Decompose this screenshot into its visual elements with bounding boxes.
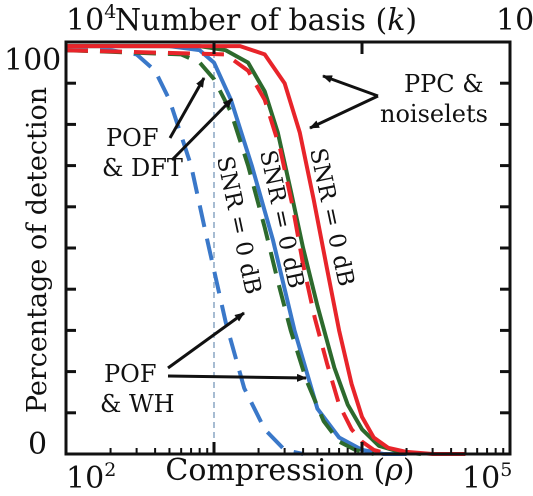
ppc-noiselets-arrow [309, 94, 379, 130]
ppc-noiselets-label: noiselets [380, 100, 488, 128]
pof-wh-label: POF [104, 360, 156, 388]
pof-dft-label: & DFT [102, 154, 183, 182]
y-tick-label: 100 [4, 43, 61, 78]
pof-wh-arrow [167, 311, 245, 370]
pof-dft-label: POF [106, 124, 158, 152]
series-line-2 [66, 44, 422, 456]
tick-layer [66, 42, 510, 454]
series-line-4 [66, 44, 466, 456]
y-axis-label: Percentage of detection [22, 87, 53, 413]
ppc-noiselets-label: PPC & [404, 70, 484, 98]
pof-wh-label: & WH [100, 390, 175, 418]
x-tick-label: 105 [462, 459, 512, 496]
series-layer [65, 44, 466, 456]
top-tick-label: 104 [66, 1, 116, 38]
top-axis-label: Number of basis (k) [115, 3, 417, 38]
series-line-3 [65, 48, 375, 456]
series-line-1 [66, 48, 304, 456]
pof-dft-arrow [170, 97, 234, 162]
x-tick-label: 102 [66, 459, 116, 496]
pof-wh-arrow [167, 373, 307, 382]
ppc-noiselets-arrow [322, 74, 379, 98]
pof-dft-arrow [168, 77, 206, 139]
snr-label-blue: SNR = 0 dB [211, 154, 266, 297]
top-tick-label: 10 [496, 3, 533, 38]
snr-label-red: SNR = 0 dB [304, 146, 359, 289]
series-line-5 [65, 48, 389, 456]
bottom-axis-label: Compression (ρ) [165, 453, 414, 488]
y-tick-label: 0 [28, 427, 47, 462]
